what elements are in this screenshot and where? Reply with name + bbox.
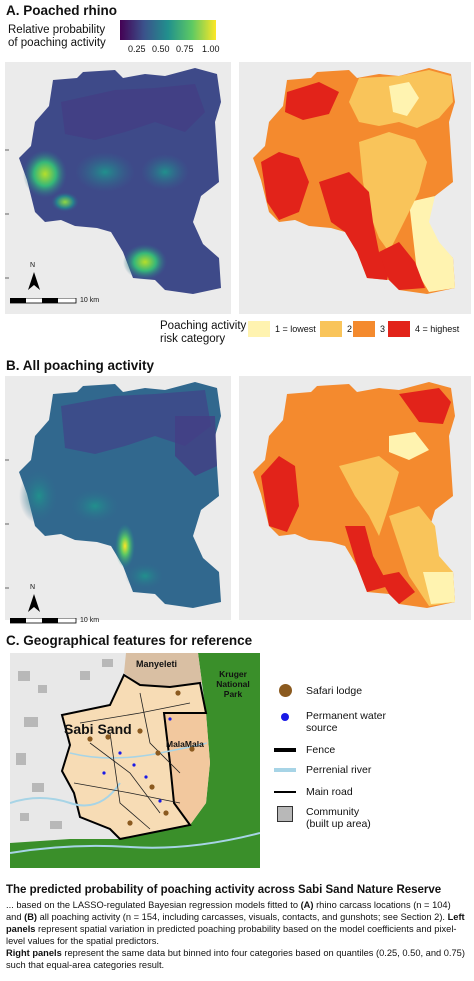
legend-river: Perrenial river xyxy=(272,764,371,776)
caption-title: The predicted probability of poaching ac… xyxy=(6,884,442,896)
north-label: N xyxy=(30,262,36,269)
map-a-risk-category xyxy=(239,62,471,314)
brown-dot-icon xyxy=(278,684,292,697)
scale-bar xyxy=(10,298,77,304)
thick-line-icon xyxy=(274,748,296,752)
reference-map: Manyeleti Kruger National Park Sabi Sand… xyxy=(10,653,260,868)
probability-tick-025: 0.25 xyxy=(128,44,146,54)
caption-body: ... based on the LASSO-regulated Bayesia… xyxy=(6,900,465,970)
thin-line-icon xyxy=(274,791,296,793)
probability-legend-title: Relative probability of poaching activit… xyxy=(8,24,106,49)
risk-legend-title: Poaching activity risk category xyxy=(160,320,247,345)
legend-safari-lodge: Safari lodge xyxy=(272,684,362,697)
risk-swatch-3 xyxy=(353,321,375,337)
risk-swatch-1 xyxy=(248,321,270,337)
blue-dot-icon xyxy=(281,713,289,721)
light-blue-line-icon xyxy=(274,768,296,772)
map-a-probability xyxy=(5,62,231,314)
legend-community: Community (built up area) xyxy=(272,806,371,830)
scale-bar-label-b: 10 km xyxy=(80,617,100,624)
legend-fence: Fence xyxy=(272,744,335,756)
legend-main-road: Main road xyxy=(272,786,353,798)
probability-tick-075: 0.75 xyxy=(176,44,194,54)
north-label-b: N xyxy=(30,584,36,591)
risk-swatch-2 xyxy=(320,321,342,337)
map-b-probability xyxy=(5,376,231,620)
risk-legend-item-3: 3 xyxy=(353,321,385,337)
north-arrow-icon xyxy=(28,272,40,290)
scale-bar-label: 10 km xyxy=(80,297,100,304)
label-kruger: Kruger National Park xyxy=(216,669,250,699)
probability-tick-050: 0.50 xyxy=(152,44,170,54)
risk-legend-item-2: 2 xyxy=(320,321,352,337)
grey-square-icon xyxy=(277,806,293,822)
risk-legend-item-1: 1 = lowest xyxy=(248,321,316,337)
probability-colorbar xyxy=(120,20,216,40)
probability-tick-100: 1.00 xyxy=(202,44,220,54)
label-sabi-sand: Sabi Sand xyxy=(64,721,132,737)
map-b-risk-category xyxy=(239,376,471,620)
scale-bar-b xyxy=(10,618,77,624)
north-arrow-icon-b xyxy=(28,594,40,612)
label-malamala: MalaMala xyxy=(166,739,204,749)
risk-swatch-4 xyxy=(388,321,410,337)
section-c-title: C. Geographical features for reference xyxy=(6,633,253,648)
legend-water-source: Permanent water source xyxy=(272,710,386,734)
section-b-title: B. All poaching activity xyxy=(6,358,155,373)
section-a-title: A. Poached rhino xyxy=(6,3,118,18)
label-manyeleti: Manyeleti xyxy=(136,659,178,669)
risk-legend-item-4: 4 = highest xyxy=(388,321,459,337)
